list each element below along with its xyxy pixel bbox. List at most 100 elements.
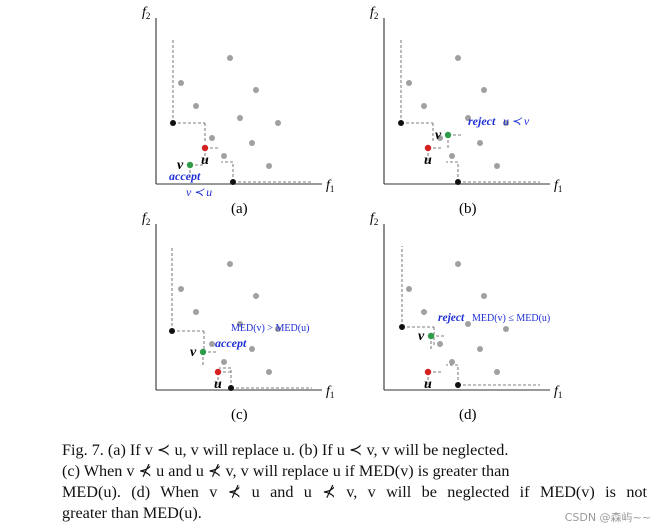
f2-axis-label: f2 — [142, 5, 150, 21]
subscript: 2 — [146, 217, 151, 227]
panel-label: (c) — [231, 407, 248, 423]
subscript: 2 — [146, 11, 151, 21]
gray-point — [221, 153, 227, 159]
gray-point — [437, 135, 443, 141]
annotation-text: reject — [438, 312, 465, 324]
gray-point — [449, 359, 455, 365]
f2-axis-label: f2 — [142, 211, 150, 227]
u-label: u — [424, 377, 432, 392]
u-point — [424, 368, 432, 376]
gray-point — [178, 286, 184, 292]
u-label: u — [201, 153, 209, 168]
gray-point — [503, 326, 509, 332]
gray-point — [477, 140, 483, 146]
gray-point — [227, 261, 233, 267]
annotation-text: MED(v) ≤ MED(u) — [472, 313, 550, 324]
black-point — [230, 179, 236, 185]
v-point — [186, 161, 194, 169]
subscript: 2 — [374, 217, 379, 227]
f1-axis-label: f1 — [326, 178, 334, 194]
panel-label: (b) — [459, 201, 477, 217]
gray-point — [406, 80, 412, 86]
v-label: v — [435, 128, 442, 143]
annotation-text: v ≺ u — [186, 185, 212, 199]
subscript: 2 — [374, 11, 379, 21]
figure-caption: Fig. 7. (a) If v ≺ u, v will replace u. … — [62, 440, 647, 524]
gray-point — [503, 120, 509, 126]
caption-line: MED(u). (d) When v ⊀ u and u ⊀ v, v will… — [62, 483, 647, 501]
black-point — [399, 324, 405, 330]
f1-axis-label: f1 — [554, 178, 562, 194]
gray-point — [481, 87, 487, 93]
gray-point — [253, 293, 259, 299]
gray-point — [421, 309, 427, 315]
black-point — [455, 179, 461, 185]
annotation-text: accept — [169, 169, 201, 183]
subscript: 1 — [330, 390, 335, 400]
gray-point — [494, 369, 500, 375]
gray-point — [437, 341, 443, 347]
annotation-text: reject — [468, 114, 496, 128]
v-label: v — [190, 345, 197, 360]
annotation-text: accept — [215, 336, 247, 350]
gray-point — [237, 321, 243, 327]
u-point — [201, 144, 209, 152]
gray-point — [406, 286, 412, 292]
watermark: CSDN @森屿~~ — [564, 511, 651, 524]
u-label: u — [214, 377, 222, 392]
v-label: v — [418, 329, 425, 344]
v-point — [427, 332, 435, 340]
black-point — [170, 120, 176, 126]
gray-point — [227, 55, 233, 61]
gray-point — [253, 87, 259, 93]
gray-point — [266, 163, 272, 169]
f1-axis-label: f1 — [326, 384, 334, 400]
black-point — [455, 382, 461, 388]
gray-point — [465, 321, 471, 327]
gray-point — [465, 115, 471, 121]
v-point — [444, 131, 452, 139]
subscript: 1 — [558, 390, 563, 400]
gray-point — [275, 120, 281, 126]
black-point — [228, 385, 234, 391]
u-point — [424, 144, 432, 152]
gray-point — [455, 55, 461, 61]
gray-point — [249, 346, 255, 352]
gray-point — [249, 140, 255, 146]
gray-point — [494, 163, 500, 169]
f2-axis-label: f2 — [370, 5, 378, 21]
gray-point — [275, 326, 281, 332]
gray-point — [193, 103, 199, 109]
f1-axis-label: f1 — [554, 384, 562, 400]
black-point — [169, 328, 175, 334]
panel-c: f2 f1 u v MED(v) > MED(u) accept (c) — [142, 211, 334, 423]
u-point — [214, 368, 222, 376]
gray-point — [237, 115, 243, 121]
gray-point — [266, 369, 272, 375]
gray-point — [209, 341, 215, 347]
v-label: v — [177, 158, 184, 173]
black-point — [398, 120, 404, 126]
gray-point — [455, 261, 461, 267]
f2-axis-label: f2 — [370, 211, 378, 227]
panel-label: (a) — [231, 201, 248, 217]
gray-point — [178, 80, 184, 86]
panel-b: f2 f1 uv reject u ≺ v (b) — [370, 5, 562, 217]
caption-line: (c) When v ⊀ u and u ⊀ v, v will replace… — [62, 462, 510, 480]
gray-point — [481, 293, 487, 299]
subscript: 1 — [330, 184, 335, 194]
subscript: 1 — [558, 184, 563, 194]
gray-point — [209, 135, 215, 141]
v-point — [199, 348, 207, 356]
u-label: u — [424, 153, 432, 168]
panel-label: (d) — [459, 407, 477, 423]
annotation-text: u ≺ v — [503, 114, 530, 128]
gray-point — [477, 346, 483, 352]
caption-line: Fig. 7. (a) If v ≺ u, v will replace u. … — [62, 441, 509, 459]
gray-point — [449, 153, 455, 159]
gray-point — [221, 359, 227, 365]
panel-d: f2 f1 u v reject MED(v) ≤ MED(u) (d) — [370, 211, 562, 423]
gray-point — [421, 103, 427, 109]
